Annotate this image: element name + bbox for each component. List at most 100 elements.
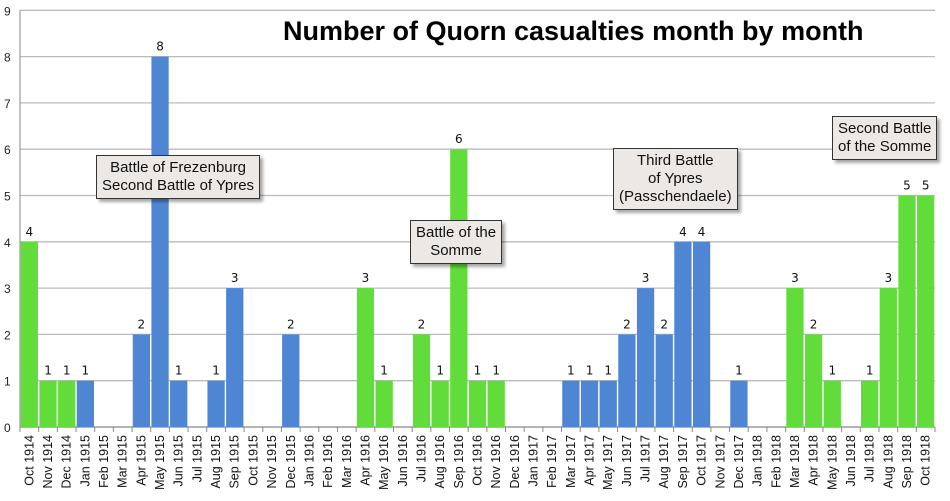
bar [151, 56, 169, 427]
y-tick-label: 9 [4, 4, 11, 18]
data-label: 1 [492, 364, 500, 378]
data-label: 8 [156, 40, 164, 54]
x-tick-label: Sep 1917 [676, 435, 690, 489]
x-tick-label: May 1917 [601, 435, 615, 490]
bar [636, 288, 655, 427]
x-tick-label: Mar 1918 [788, 435, 802, 488]
x-tick-label: Jun 1916 [396, 435, 410, 486]
x-tick-label: Apr 1916 [358, 435, 372, 486]
y-tick-label: 2 [4, 328, 11, 342]
data-label: 1 [586, 364, 594, 378]
x-tick-label: Jun 1917 [620, 435, 634, 486]
data-label: 1 [474, 364, 482, 378]
x-tick-label: Mar 1917 [564, 435, 578, 488]
x-tick-label: Feb 1915 [97, 435, 111, 488]
annotation-somme: Battle of the Somme [410, 220, 503, 264]
annotation-second-somme: Second Battle of the Somme [832, 116, 938, 160]
data-label: 1 [828, 364, 836, 378]
x-tick-label: Jan 1916 [302, 435, 316, 486]
x-tick-label: Sep 1918 [900, 435, 914, 489]
bar [450, 149, 468, 427]
data-label: 2 [810, 317, 818, 331]
bar [655, 334, 673, 427]
x-tick-label: Jan 1917 [527, 435, 541, 486]
data-label: 3 [884, 271, 892, 285]
annotation-passchendaele: Third Battle of Ypres (Passchendaele) [613, 148, 738, 210]
chart-title: Number of Quorn casualties month by mont… [283, 16, 864, 46]
x-tick-label: Jul 1918 [863, 435, 877, 482]
x-tick-label: Mar 1916 [340, 435, 354, 488]
x-tick-label: Oct 1914 [22, 435, 36, 486]
bar [375, 380, 393, 427]
bar [599, 380, 617, 427]
data-label: 2 [287, 317, 295, 331]
data-label: 1 [63, 364, 71, 378]
x-tick-label: Dec 1916 [508, 435, 522, 489]
data-label: 1 [604, 364, 612, 378]
y-tick-label: 6 [4, 143, 11, 157]
data-label: 3 [642, 271, 650, 285]
x-tick-label: Sep 1915 [228, 435, 242, 489]
x-tick-label: Aug 1918 [881, 435, 895, 489]
bar [282, 334, 300, 427]
data-label: 1 [735, 364, 743, 378]
x-tick-label: May 1916 [377, 435, 391, 490]
data-label: 1 [866, 364, 874, 378]
data-label: 1 [44, 364, 52, 378]
data-label: 1 [212, 364, 220, 378]
bar [861, 380, 879, 427]
annotation-frezenburg: Battle of Frezenburg Second Battle of Yp… [96, 155, 261, 199]
x-tick-label: Nov 1917 [713, 435, 727, 489]
x-tick-label: Jul 1916 [414, 435, 428, 482]
data-label: 3 [231, 271, 239, 285]
x-tick-label: Oct 1918 [919, 435, 933, 486]
x-tick-label: Dec 1915 [284, 435, 298, 489]
x-tick-label: Apr 1915 [134, 435, 148, 486]
bar [692, 241, 711, 427]
x-tick-label: Feb 1916 [321, 435, 335, 488]
data-label: 2 [623, 317, 631, 331]
data-label: 3 [362, 271, 370, 285]
data-label: 4 [679, 225, 687, 239]
x-tick-label: Nov 1916 [489, 435, 503, 489]
x-tick-label: Jan 1915 [78, 435, 92, 486]
bar [132, 334, 151, 427]
x-tick-label: Aug 1916 [433, 435, 447, 489]
data-label: 5 [903, 179, 911, 193]
x-tick-label: Jan 1918 [751, 435, 765, 486]
bar [618, 334, 636, 427]
x-tick-label: Jul 1917 [639, 435, 653, 482]
y-tick-label: 0 [4, 421, 11, 435]
x-tick-label: Jul 1915 [190, 435, 204, 482]
x-tick-label: May 1918 [825, 435, 839, 490]
data-label: 4 [26, 225, 34, 239]
x-tick-label: Oct 1916 [471, 435, 485, 486]
bar [207, 380, 225, 427]
bar [580, 380, 599, 427]
x-tick-label: Oct 1915 [246, 435, 260, 486]
y-tick-label: 4 [4, 236, 11, 250]
x-tick-label: Jun 1918 [844, 435, 858, 486]
bar [76, 380, 94, 427]
bar [804, 334, 823, 427]
bar [562, 380, 580, 427]
data-label: 1 [436, 364, 444, 378]
x-tick-label: Jun 1915 [172, 435, 186, 486]
data-label: 4 [698, 225, 706, 239]
data-label: 2 [660, 317, 668, 331]
x-tick-label: May 1915 [153, 435, 167, 490]
bar [468, 380, 487, 427]
x-tick-label: Apr 1918 [807, 435, 821, 486]
y-tick-label: 1 [4, 375, 11, 389]
bar [431, 380, 449, 427]
x-tick-label: Feb 1917 [545, 435, 559, 488]
x-tick-label: Apr 1917 [583, 435, 597, 486]
bar [412, 334, 431, 427]
data-label: 2 [138, 317, 146, 331]
data-label: 2 [418, 317, 426, 331]
data-label: 1 [175, 364, 183, 378]
x-tick-label: Dec 1914 [60, 435, 74, 489]
data-label: 1 [567, 364, 575, 378]
